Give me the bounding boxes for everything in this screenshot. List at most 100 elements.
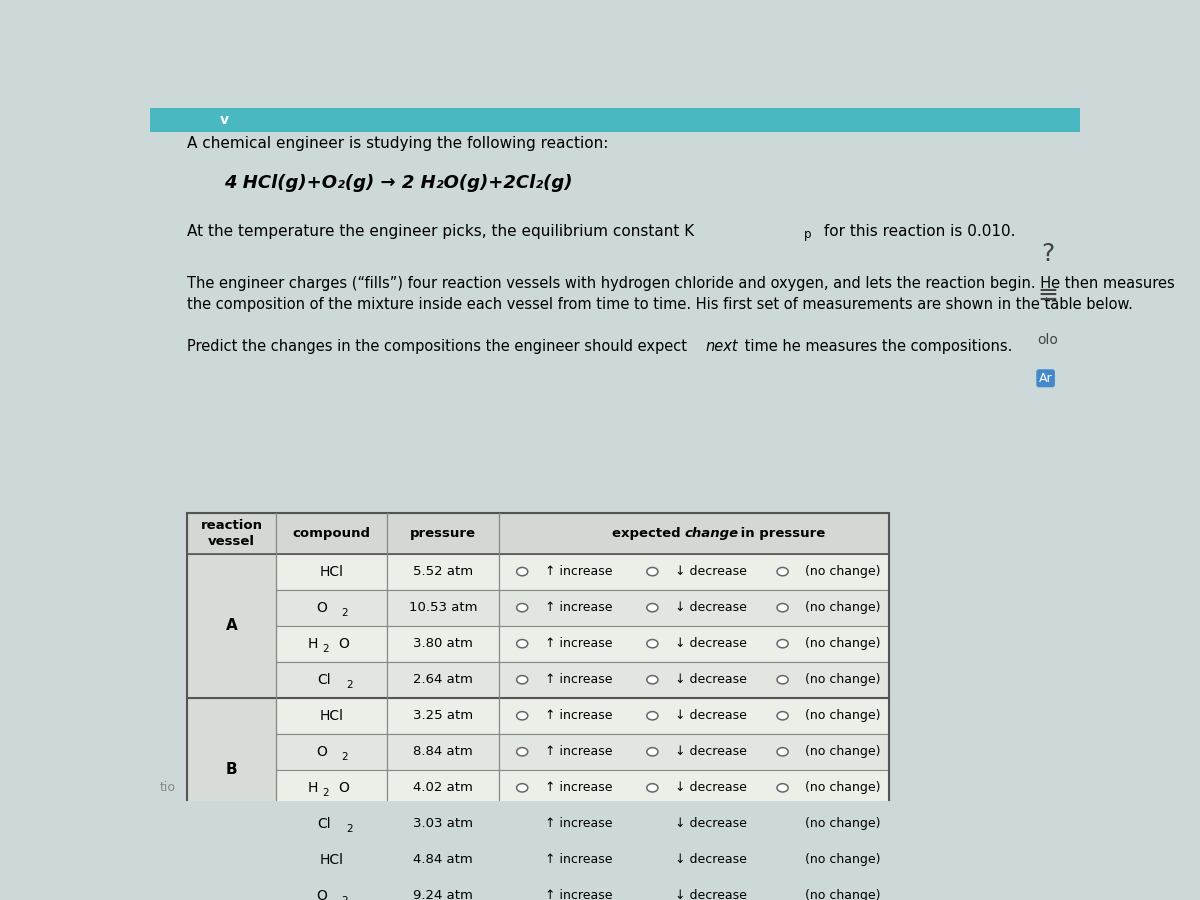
Text: (no change): (no change) xyxy=(805,781,881,795)
FancyBboxPatch shape xyxy=(187,513,276,554)
Circle shape xyxy=(517,784,528,792)
Text: 2: 2 xyxy=(347,680,353,689)
Text: (no change): (no change) xyxy=(805,673,881,686)
Circle shape xyxy=(517,676,528,684)
FancyBboxPatch shape xyxy=(276,662,388,698)
FancyBboxPatch shape xyxy=(187,698,276,842)
Circle shape xyxy=(647,892,658,900)
Text: 3.25 atm: 3.25 atm xyxy=(413,709,473,723)
Text: ≡: ≡ xyxy=(1037,284,1058,307)
Text: 2: 2 xyxy=(341,752,348,761)
Text: 2: 2 xyxy=(323,644,329,653)
Text: A: A xyxy=(226,618,238,634)
Text: O: O xyxy=(317,600,328,615)
Text: change: change xyxy=(685,527,739,540)
FancyBboxPatch shape xyxy=(276,513,388,554)
FancyBboxPatch shape xyxy=(388,626,499,662)
Text: ↑ increase: ↑ increase xyxy=(545,565,612,578)
Text: (no change): (no change) xyxy=(805,709,881,723)
Text: (no change): (no change) xyxy=(805,637,881,650)
FancyBboxPatch shape xyxy=(388,734,499,770)
Circle shape xyxy=(647,712,658,720)
Text: ?: ? xyxy=(1040,241,1054,266)
Circle shape xyxy=(517,568,528,576)
Text: (no change): (no change) xyxy=(805,601,881,614)
FancyBboxPatch shape xyxy=(388,590,499,625)
Text: B: B xyxy=(226,762,238,778)
Text: olo: olo xyxy=(1037,333,1058,347)
Text: reaction
vessel: reaction vessel xyxy=(200,519,263,548)
FancyBboxPatch shape xyxy=(276,878,388,900)
Text: v: v xyxy=(220,113,229,128)
FancyBboxPatch shape xyxy=(499,770,889,806)
Circle shape xyxy=(778,604,788,612)
Text: ↑ increase: ↑ increase xyxy=(545,637,612,650)
Circle shape xyxy=(778,784,788,792)
Text: H: H xyxy=(307,781,318,795)
Text: The engineer charges (“fills”) four reaction vessels with hydrogen chloride and : The engineer charges (“fills”) four reac… xyxy=(187,275,1175,312)
Text: ↓ decrease: ↓ decrease xyxy=(674,781,746,795)
Text: 3.80 atm: 3.80 atm xyxy=(413,637,473,650)
Text: 10.53 atm: 10.53 atm xyxy=(409,601,478,614)
Text: 4.02 atm: 4.02 atm xyxy=(413,781,473,795)
Text: HCl: HCl xyxy=(319,564,343,579)
FancyBboxPatch shape xyxy=(499,806,889,842)
Text: ↓ decrease: ↓ decrease xyxy=(674,637,746,650)
FancyBboxPatch shape xyxy=(388,842,499,877)
Text: next: next xyxy=(706,339,738,355)
Text: pressure: pressure xyxy=(410,527,476,540)
Text: O: O xyxy=(338,781,349,795)
FancyBboxPatch shape xyxy=(388,698,499,733)
Text: HCl: HCl xyxy=(319,709,343,723)
Text: 2: 2 xyxy=(323,788,329,797)
Circle shape xyxy=(778,820,788,828)
FancyBboxPatch shape xyxy=(150,108,1080,132)
FancyBboxPatch shape xyxy=(276,842,388,877)
FancyBboxPatch shape xyxy=(276,770,388,806)
Text: expected: expected xyxy=(612,527,685,540)
Text: Cl: Cl xyxy=(317,817,331,831)
Text: ↓ decrease: ↓ decrease xyxy=(674,709,746,723)
Text: ↑ increase: ↑ increase xyxy=(545,781,612,795)
Text: in pressure: in pressure xyxy=(736,527,826,540)
Text: ↓ decrease: ↓ decrease xyxy=(674,565,746,578)
Circle shape xyxy=(517,712,528,720)
FancyBboxPatch shape xyxy=(276,734,388,770)
Circle shape xyxy=(517,820,528,828)
Text: ↓ decrease: ↓ decrease xyxy=(674,817,746,831)
FancyBboxPatch shape xyxy=(388,513,499,554)
Text: ↓ decrease: ↓ decrease xyxy=(674,601,746,614)
Text: Cl: Cl xyxy=(317,672,331,687)
Text: compound: compound xyxy=(293,527,371,540)
Circle shape xyxy=(647,640,658,648)
FancyBboxPatch shape xyxy=(499,554,889,590)
FancyBboxPatch shape xyxy=(187,842,276,900)
FancyBboxPatch shape xyxy=(499,590,889,625)
Circle shape xyxy=(778,856,788,864)
Text: tio: tio xyxy=(160,781,175,794)
FancyBboxPatch shape xyxy=(499,878,889,900)
FancyBboxPatch shape xyxy=(388,554,499,590)
Circle shape xyxy=(778,712,788,720)
FancyBboxPatch shape xyxy=(499,513,889,554)
Circle shape xyxy=(647,856,658,864)
Text: ↓ decrease: ↓ decrease xyxy=(674,745,746,759)
Text: HCl: HCl xyxy=(319,853,343,867)
Circle shape xyxy=(647,748,658,756)
Text: (no change): (no change) xyxy=(805,817,881,831)
Text: 5.52 atm: 5.52 atm xyxy=(413,565,473,578)
Text: 8.84 atm: 8.84 atm xyxy=(413,745,473,759)
Text: ↑ increase: ↑ increase xyxy=(545,709,612,723)
Text: 2: 2 xyxy=(341,608,348,617)
Text: ↑ increase: ↑ increase xyxy=(545,673,612,686)
Text: ↓ decrease: ↓ decrease xyxy=(674,889,746,900)
FancyBboxPatch shape xyxy=(388,662,499,698)
FancyBboxPatch shape xyxy=(276,626,388,662)
Circle shape xyxy=(647,676,658,684)
Circle shape xyxy=(517,604,528,612)
FancyBboxPatch shape xyxy=(499,698,889,733)
Text: O: O xyxy=(338,636,349,651)
Circle shape xyxy=(647,568,658,576)
Text: 4.84 atm: 4.84 atm xyxy=(413,853,473,867)
Text: ↑ increase: ↑ increase xyxy=(545,817,612,831)
